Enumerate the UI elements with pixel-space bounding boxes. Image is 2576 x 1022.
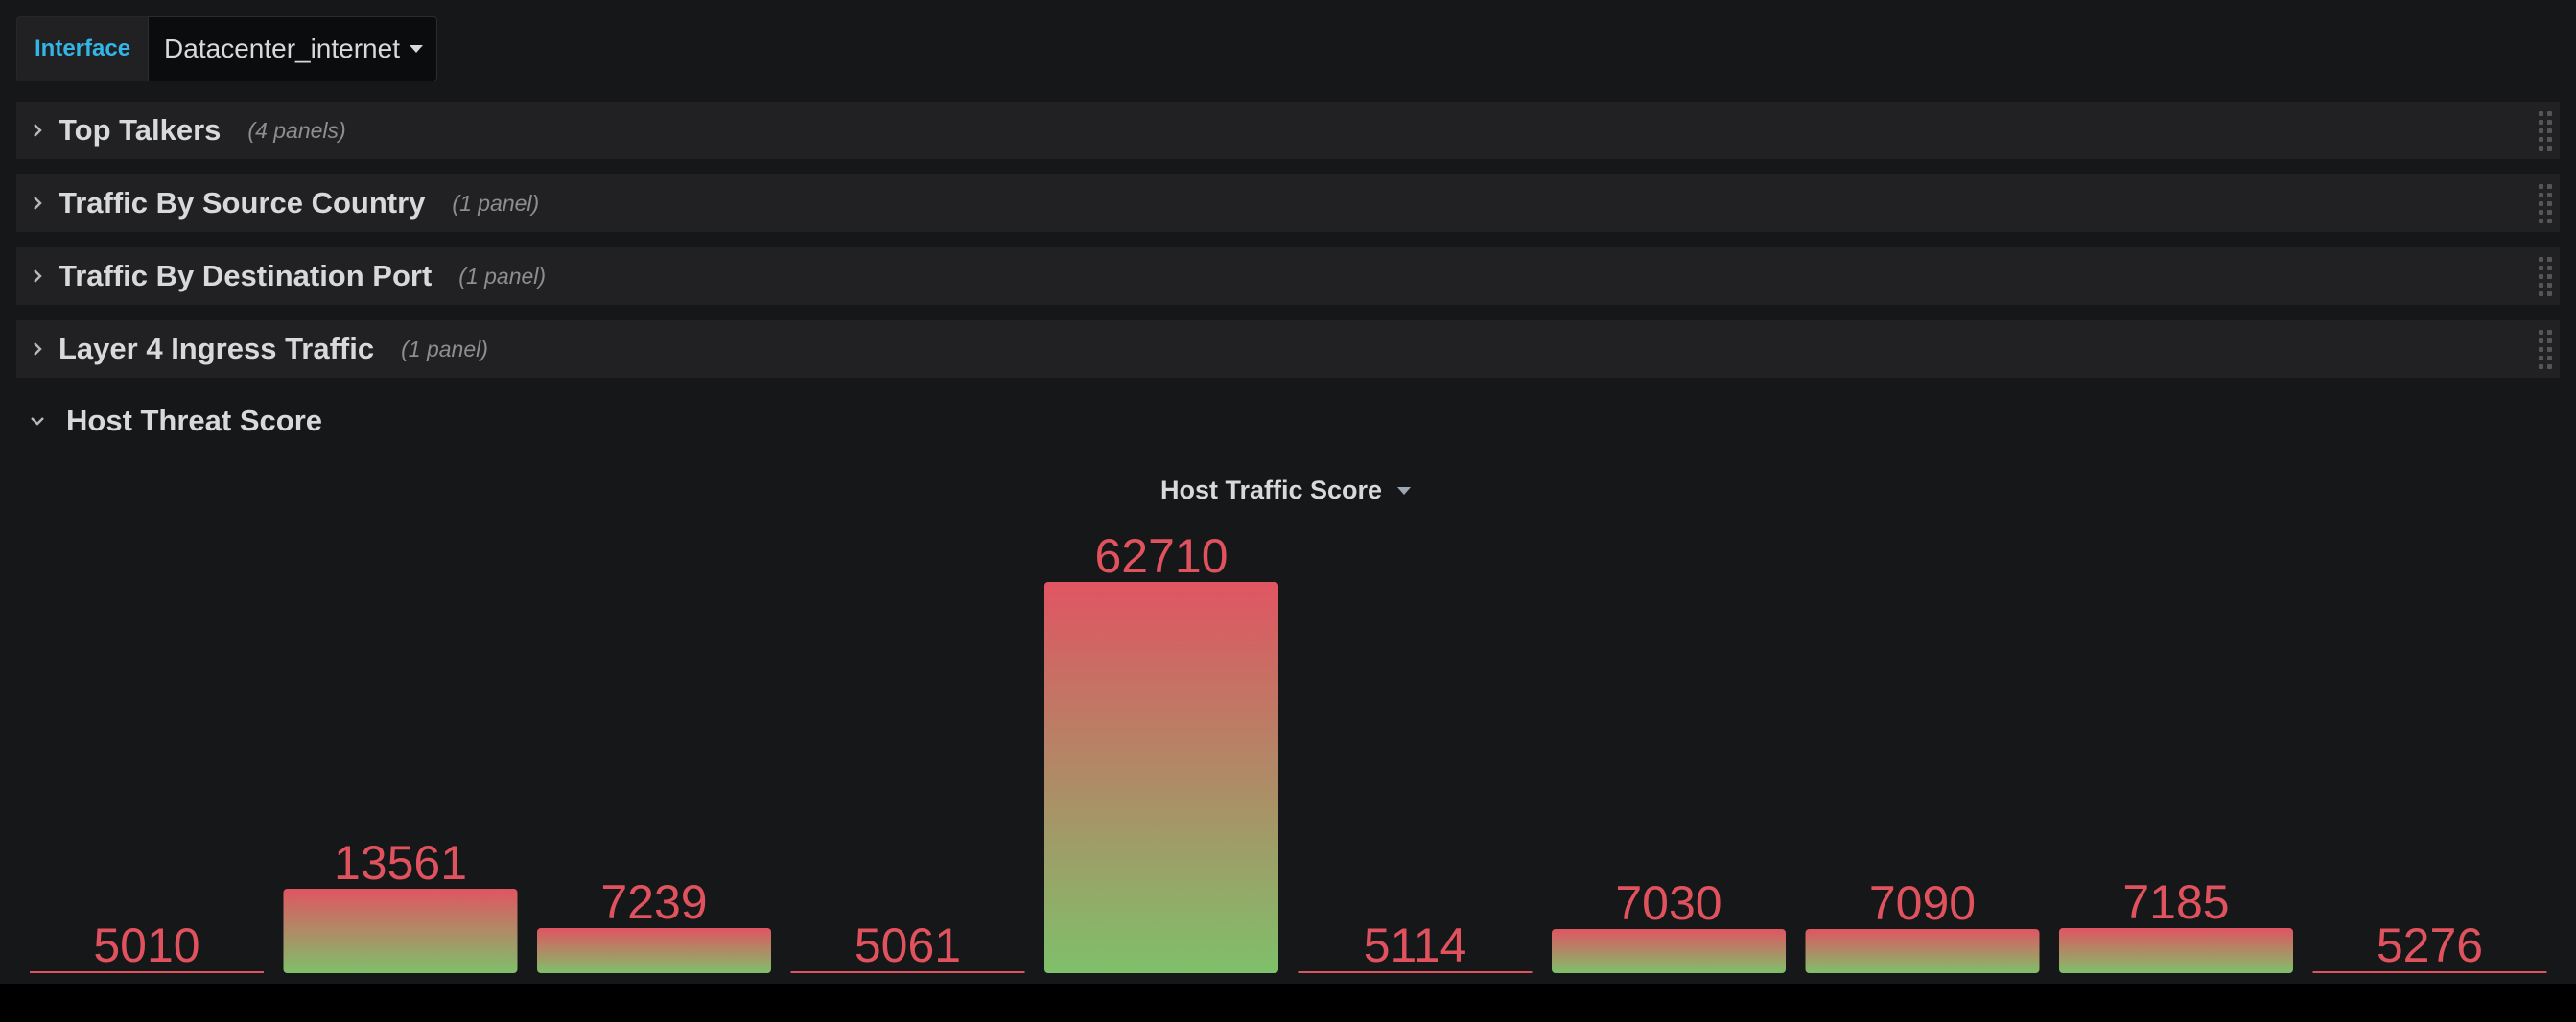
row-panel-count: (1 panel): [452, 190, 540, 216]
bar-value-label: 7239: [600, 875, 707, 929]
drag-handle-icon[interactable]: [2539, 184, 2554, 223]
bar-value-label: 13561: [334, 836, 467, 890]
row-title: Host Threat Score: [66, 404, 323, 437]
chevron-right-icon: [16, 340, 59, 358]
panel-title-menu[interactable]: Host Traffic Score: [1160, 476, 1412, 505]
row-title: Traffic By Destination Port: [59, 259, 433, 292]
row-title: Top Talkers: [59, 113, 222, 147]
row-host-threat-score[interactable]: Host Threat Score: [16, 395, 322, 447]
bar: [1552, 929, 1786, 973]
bar-value-label: 5276: [2377, 918, 2483, 972]
bar: [1298, 971, 1533, 973]
chevron-right-icon: [16, 122, 59, 139]
bar-value-label: 5010: [93, 918, 199, 972]
row-traffic-by-destination-port[interactable]: Traffic By Destination Port (1 panel): [16, 247, 2560, 305]
row-panel-count: (1 panel): [458, 263, 547, 289]
interface-variable: Interface Datacenter_internet: [16, 16, 437, 81]
interface-variable-select[interactable]: Datacenter_internet: [148, 16, 437, 81]
drag-handle-icon[interactable]: [2539, 111, 2554, 151]
bar-value-label: 7185: [2122, 875, 2229, 929]
bar-value-label: 62710: [1094, 529, 1228, 583]
bar: [30, 971, 264, 973]
drag-handle-icon[interactable]: [2539, 330, 2554, 369]
dashboard: Interface Datacenter_internet Top Talker…: [0, 0, 2576, 984]
bar-value-label: 5114: [1364, 918, 1467, 972]
bar-gauge-chart: 5010 13561 7239 5061 62710 5114 7030 7090 7185 52…: [30, 529, 2547, 973]
bar-value-label: 5061: [855, 918, 961, 972]
bar: [1044, 582, 1278, 973]
row-traffic-by-source-country[interactable]: Traffic By Source Country (1 panel): [16, 174, 2560, 232]
chevron-down-icon: [16, 414, 59, 428]
row-panel-count: (1 panel): [401, 336, 488, 361]
bar-value-label: 7090: [1869, 876, 1976, 930]
bar: [537, 928, 771, 973]
row-top-talkers[interactable]: Top Talkers (4 panels): [16, 102, 2560, 159]
row-layer-4-ingress-traffic[interactable]: Layer 4 Ingress Traffic (1 panel): [16, 320, 2560, 378]
panel-title: Host Traffic Score: [1160, 476, 1383, 504]
bar: [2312, 971, 2547, 973]
bar-value-label: 7030: [1615, 876, 1721, 930]
bar: [2059, 928, 2293, 973]
caret-down-icon: [1397, 486, 1412, 495]
bar: [790, 971, 1025, 973]
bar: [283, 889, 518, 973]
row-title: Layer 4 Ingress Traffic: [59, 332, 375, 365]
chevron-right-icon: [16, 267, 59, 285]
interface-variable-label: Interface: [16, 16, 149, 81]
bar: [1805, 929, 2040, 973]
row-panel-count: (4 panels): [247, 117, 346, 143]
caret-down-icon: [409, 45, 423, 53]
drag-handle-icon[interactable]: [2539, 257, 2554, 296]
row-title: Traffic By Source Country: [59, 186, 426, 220]
interface-variable-value: Datacenter_internet: [164, 34, 400, 63]
chevron-right-icon: [16, 195, 59, 212]
